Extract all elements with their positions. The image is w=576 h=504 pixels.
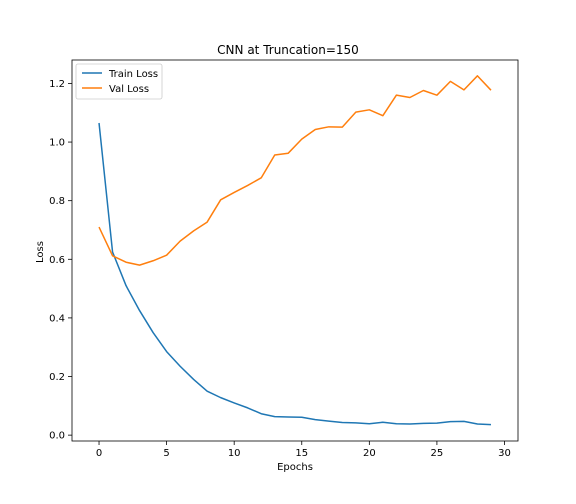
x-tick-label: 5 [163,448,169,459]
y-axis: 0.0 0.2 0.4 0.6 0.8 1.0 1.2 [49,79,72,442]
x-axis-label: Epochs [277,462,313,473]
chart-title: CNN at Truncation=150 [217,43,359,57]
x-tick-label: 30 [498,448,511,459]
series-line-train-loss [98,122,492,426]
legend: Train Loss Val Loss [75,63,163,100]
series-lines [98,75,492,426]
series-line-val-loss [98,75,492,266]
y-tick-label: 0.4 [49,313,65,324]
x-tick-label: 25 [431,448,444,459]
legend-label-val-loss: Val Loss [109,84,149,95]
x-tick-label: 10 [228,448,241,459]
legend-label-train-loss: Train Loss [108,69,158,80]
y-tick-label: 0.8 [49,196,65,207]
y-axis-label: Loss [35,241,46,263]
x-axis: 0 5 10 15 20 25 30 [96,441,511,459]
y-tick-label: 1.2 [49,79,65,90]
y-tick-label: 1.0 [49,138,65,149]
y-tick-label: 0.0 [49,431,65,442]
y-tick-label: 0.6 [49,255,65,266]
plot-area-frame [71,59,519,442]
x-tick-label: 20 [363,448,376,459]
x-tick-label: 0 [96,448,102,459]
y-tick-label: 0.2 [49,372,65,383]
x-tick-label: 15 [295,448,308,459]
